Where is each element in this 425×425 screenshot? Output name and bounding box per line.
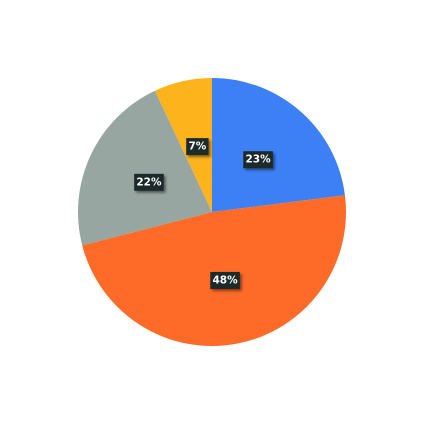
pie-slice [212,78,345,212]
pie-slice [77,90,212,246]
pie-data-label: 7% [186,138,209,156]
pie-slice [82,195,347,347]
pie-data-label-text: 48% [212,274,238,286]
pie-data-labels: 23% 48% 22% 7% [134,138,273,289]
pie-data-label: 22% [134,173,164,191]
pie-data-label: 23% [243,151,273,169]
pie-data-label-text: 23% [246,154,272,166]
pie-slices [77,78,347,347]
pie-data-label: 48% [210,271,240,289]
pie-data-label-text: 7% [188,141,206,153]
pie-data-label-box [210,271,240,289]
pie-data-label-box [134,173,164,191]
pie-data-label-box [186,138,209,156]
pie-data-label-box [243,151,273,169]
pie-data-label-text: 22% [136,176,162,188]
pie-slice [154,78,212,212]
